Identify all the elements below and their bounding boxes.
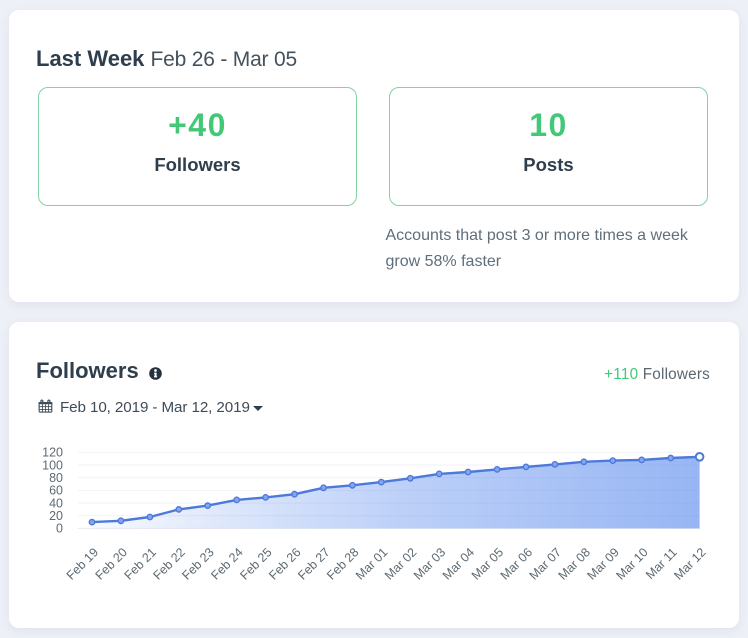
svg-text:0: 0: [56, 522, 63, 536]
svg-text:40: 40: [49, 496, 63, 510]
svg-text:Feb 23: Feb 23: [179, 545, 216, 582]
svg-text:Mar 10: Mar 10: [613, 545, 650, 582]
svg-text:Mar 01: Mar 01: [353, 545, 390, 582]
svg-text:Feb 20: Feb 20: [93, 545, 130, 582]
svg-text:Feb 26: Feb 26: [266, 545, 303, 582]
svg-text:20: 20: [49, 509, 63, 523]
svg-text:Mar 07: Mar 07: [527, 545, 564, 582]
svg-text:60: 60: [49, 484, 63, 498]
svg-text:80: 80: [49, 471, 63, 485]
svg-text:100: 100: [42, 458, 63, 472]
svg-text:120: 120: [42, 446, 63, 460]
svg-text:Mar 04: Mar 04: [440, 545, 477, 582]
svg-text:Mar 12: Mar 12: [671, 545, 708, 582]
